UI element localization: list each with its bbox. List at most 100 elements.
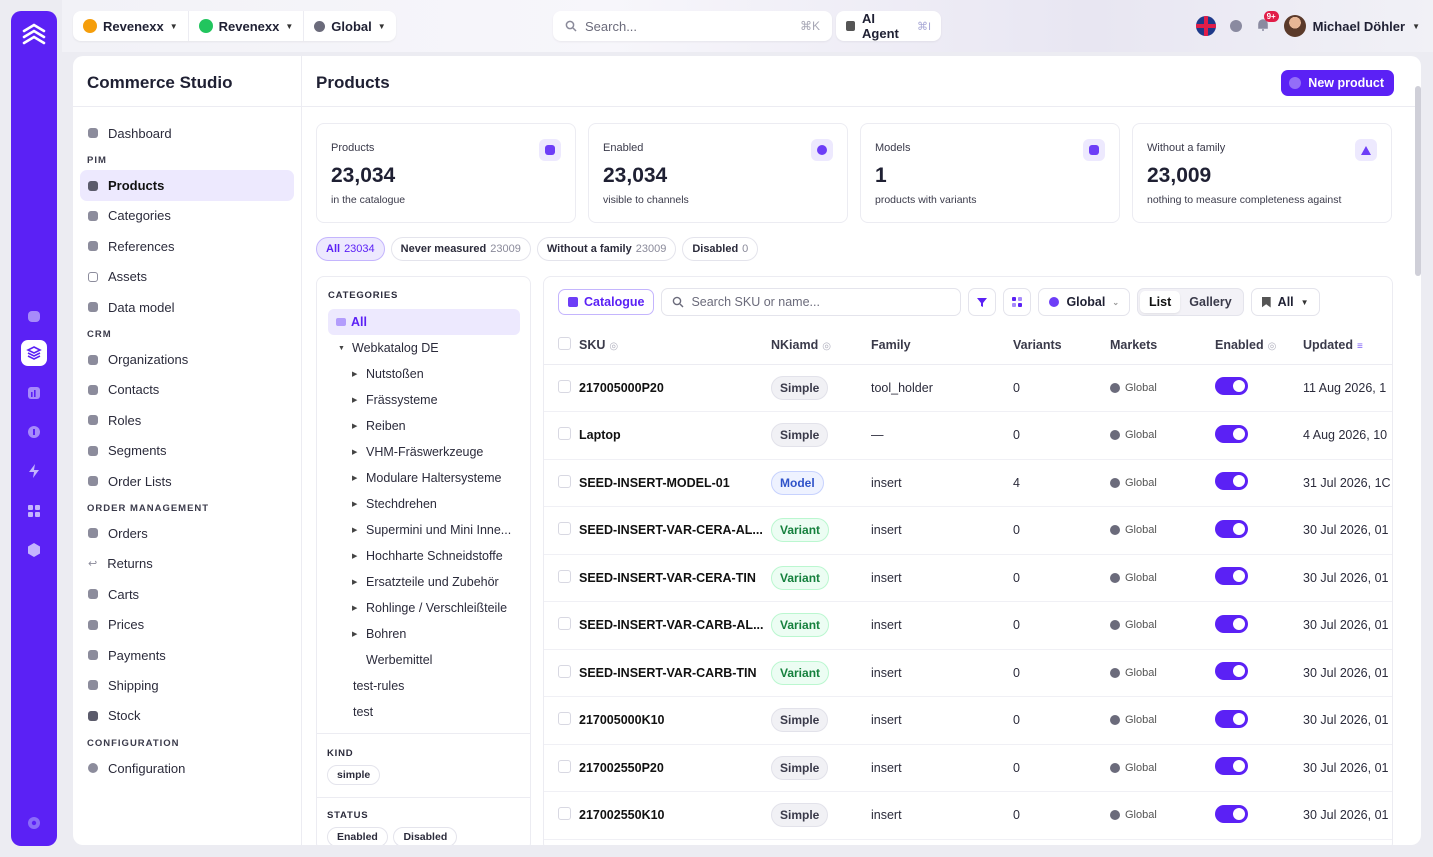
catalogue-button[interactable]: Catalogue [558, 289, 655, 315]
row-checkbox[interactable] [558, 569, 571, 583]
sidebar-item-contacts[interactable]: Contacts [80, 375, 294, 405]
language-flag-icon[interactable] [1195, 16, 1216, 36]
page-scrollbar[interactable] [1415, 86, 1421, 276]
category-item[interactable]: ▶ VHM-Fräswerkzeuge [328, 439, 520, 465]
row-checkbox[interactable] [558, 807, 571, 821]
sidebar-item-shipping[interactable]: Shipping [80, 670, 294, 700]
enabled-toggle[interactable] [1215, 519, 1248, 538]
enabled-toggle[interactable] [1215, 709, 1248, 728]
sku-cell[interactable]: Laptop [579, 428, 621, 443]
category-root[interactable]: ▼ Webkatalog DE [328, 335, 520, 361]
sku-search-input[interactable]: Search SKU or name... [661, 288, 962, 316]
enabled-toggle[interactable] [1215, 567, 1248, 586]
table-row[interactable]: SEED-INSERT-VAR-CARB-TIN Variant insert … [544, 649, 1392, 697]
apps-icon[interactable] [21, 498, 47, 524]
enabled-toggle[interactable] [1215, 804, 1248, 823]
filter-button[interactable] [968, 288, 997, 316]
table-row[interactable]: Laptop Simple — 0 Global 4 Aug 2026, 10 [544, 412, 1392, 459]
select-all-checkbox[interactable] [558, 337, 571, 351]
filter-chip-never-measured[interactable]: Never measured 23009 [390, 237, 531, 261]
sidebar-item-orders[interactable]: Orders [80, 518, 294, 548]
category-item[interactable]: ▶ Frässysteme [328, 387, 520, 413]
sku-cell[interactable]: SEED-INSERT-VAR-CARB-TIN [579, 665, 757, 680]
filter-chip-disabled[interactable]: Disabled 0 [682, 237, 759, 261]
status-chip-enabled[interactable]: Enabled [327, 827, 388, 845]
sku-cell[interactable]: 217002550K10 [579, 808, 665, 823]
category-item[interactable]: ▶ Bohren [328, 621, 520, 647]
market-selector[interactable]: Global ⌄ [1038, 288, 1131, 316]
table-row[interactable]: SEED-INSERT-MODEL-01 Model insert 4 Glob… [544, 459, 1392, 507]
sidebar-item-stock[interactable]: Stock [80, 701, 294, 731]
header-name-kind[interactable]: NKiamd ◎ [771, 327, 871, 364]
sidebar-item-references[interactable]: References [80, 231, 294, 261]
notifications-button[interactable]: 9+ [1256, 10, 1279, 35]
category-item[interactable]: ▶ Rohlinge / Verschleißteile [328, 595, 520, 621]
sidebar-item-products[interactable]: Products [80, 170, 294, 201]
scope-selector[interactable]: Global ▼ [304, 11, 395, 41]
sidebar-item-returns[interactable]: ↩ Returns [80, 549, 294, 579]
filter-chip-all[interactable]: All 23034 [316, 237, 385, 261]
enabled-toggle[interactable] [1215, 662, 1248, 681]
plug-icon[interactable] [21, 419, 47, 445]
help-icon[interactable] [1229, 20, 1242, 32]
sku-cell[interactable]: SEED-INSERT-MODEL-01 [579, 475, 730, 490]
table-row[interactable]: 217002550P20 Simple insert 0 Global 30 J… [544, 744, 1392, 792]
table-row[interactable]: 217002550K10 Simple insert 0 Global 30 J… [544, 792, 1392, 839]
sku-cell[interactable]: SEED-INSERT-VAR-CARB-AL... [579, 618, 764, 633]
sidebar-item-payments[interactable]: Payments [80, 640, 294, 670]
sku-cell[interactable]: SEED-INSERT-VAR-CERA-TIN [579, 570, 756, 585]
sku-cell[interactable]: 217005000K10 [579, 713, 665, 728]
status-chip-disabled[interactable]: Disabled [393, 827, 458, 845]
row-checkbox[interactable] [558, 427, 571, 441]
table-row[interactable]: SEED-INSERT-VAR-CARB-AL... Variant inser… [544, 602, 1392, 649]
sidebar-item-prices[interactable]: Prices [80, 609, 294, 639]
sidebar-item-dashboard[interactable]: Dashboard [80, 118, 294, 148]
category-item[interactable]: ▶ Nutstoßen [328, 361, 520, 387]
layers-icon[interactable] [21, 340, 47, 366]
view-list-button[interactable]: List [1140, 291, 1181, 313]
category-item[interactable]: ▶ Modulare Haltersysteme [328, 465, 520, 491]
row-checkbox[interactable] [558, 664, 571, 678]
home-icon[interactable] [21, 303, 47, 329]
table-row[interactable]: 217005000K10 Simple insert 0 Global 30 J… [544, 697, 1392, 744]
filter-chip-without-family[interactable]: Without a family 23009 [536, 237, 677, 261]
user-menu[interactable]: Michael Döhler ▼ [1283, 15, 1420, 37]
row-checkbox[interactable] [558, 712, 571, 726]
settings-icon[interactable] [21, 810, 47, 836]
table-row[interactable]: 217005000P20 Simple tool_holder 0 Global… [544, 364, 1392, 412]
header-family[interactable]: Family [871, 327, 1013, 364]
row-checkbox[interactable] [558, 474, 571, 488]
sidebar-item-roles[interactable]: Roles [80, 405, 294, 435]
sidebar-item-configuration[interactable]: Configuration [80, 753, 294, 783]
category-item[interactable]: test [328, 699, 520, 725]
sku-cell[interactable]: 217002550P20 [579, 760, 664, 775]
header-enabled[interactable]: Enabled ◎ [1215, 327, 1303, 364]
cube-icon[interactable] [21, 537, 47, 563]
header-markets[interactable]: Markets [1110, 327, 1215, 364]
header-updated[interactable]: Updated ≡ [1303, 327, 1392, 364]
row-checkbox[interactable] [558, 522, 571, 536]
enabled-toggle[interactable] [1215, 614, 1248, 633]
table-row[interactable]: SEED-INSERT-VAR-CERA-TIN Variant insert … [544, 554, 1392, 602]
enabled-toggle[interactable] [1215, 424, 1248, 443]
saved-views-selector[interactable]: All ▼ [1250, 288, 1320, 316]
category-item[interactable]: Werbemittel [328, 647, 520, 673]
sidebar-item-data-model[interactable]: Data model [80, 292, 294, 322]
category-all[interactable]: All [328, 309, 520, 335]
enabled-toggle[interactable] [1215, 377, 1248, 396]
org-selector[interactable]: Revenexx ▼ [73, 11, 189, 41]
table-row[interactable]: SEED-INSERT-VAR-CERA-AL... Variant inser… [544, 507, 1392, 554]
view-gallery-button[interactable]: Gallery [1189, 295, 1232, 309]
enabled-toggle[interactable] [1215, 757, 1248, 776]
sidebar-item-assets[interactable]: Assets [80, 262, 294, 292]
sidebar-item-categories[interactable]: Categories [80, 201, 294, 231]
store-selector[interactable]: Revenexx ▼ [189, 11, 305, 41]
sku-cell[interactable]: SEED-INSERT-VAR-CERA-AL... [579, 523, 763, 538]
sidebar-item-segments[interactable]: Segments [80, 436, 294, 466]
category-item[interactable]: ▶ Ersatzteile und Zubehör [328, 569, 520, 595]
header-variants[interactable]: Variants [1013, 327, 1110, 364]
view-options-button[interactable] [1003, 288, 1032, 316]
sidebar-item-organizations[interactable]: Organizations [80, 344, 294, 374]
sidebar-item-order-lists[interactable]: Order Lists [80, 466, 294, 496]
header-sku[interactable]: SKU ◎ [579, 327, 771, 364]
